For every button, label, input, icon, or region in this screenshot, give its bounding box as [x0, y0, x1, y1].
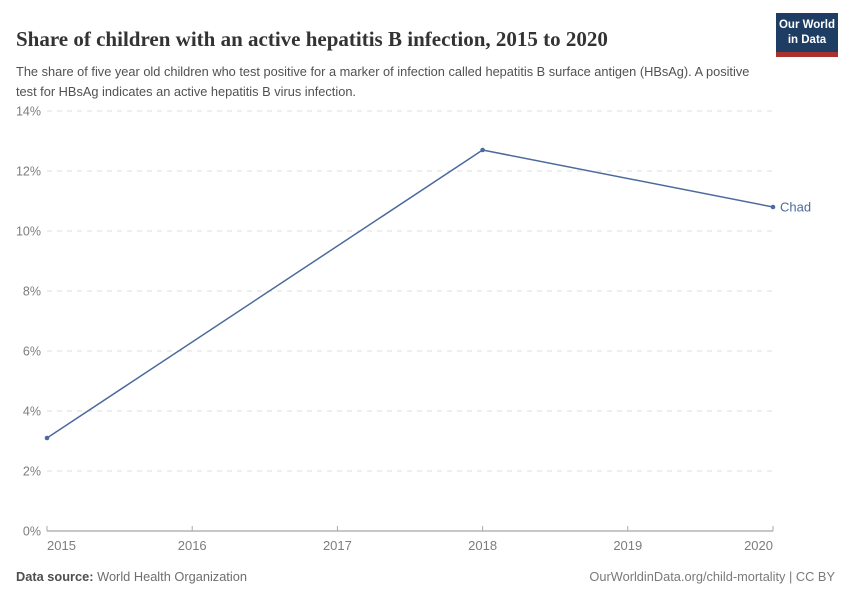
x-tick-label: 2018 — [468, 538, 497, 553]
attribution-link[interactable]: OurWorldinData.org/child-mortality | CC … — [589, 569, 835, 584]
data-point[interactable] — [480, 147, 485, 153]
data-point[interactable] — [770, 204, 776, 210]
y-tick-label: 2% — [23, 465, 41, 479]
data-source: Data source: World Health Organization — [16, 569, 247, 584]
chart-title: Share of children with an active hepatit… — [16, 27, 608, 52]
x-tick-label: 2019 — [613, 538, 642, 553]
owid-logo-line2: in Data — [787, 33, 827, 46]
data-source-label: Data source: — [16, 569, 94, 584]
y-tick-label: 6% — [23, 345, 41, 359]
y-tick-label: 10% — [16, 225, 41, 239]
x-tick-label: 2015 — [47, 538, 76, 553]
x-tick-label: 2016 — [178, 538, 207, 553]
y-tick-label: 8% — [23, 285, 41, 299]
series-label-chad[interactable]: Chad — [780, 200, 811, 215]
y-tick-label: 4% — [23, 405, 41, 419]
owid-logo-line1: Our World — [778, 19, 835, 31]
chart-subtitle: The share of five year old children who … — [16, 63, 750, 99]
y-tick-label: 14% — [16, 105, 41, 119]
x-tick-label: 2017 — [323, 538, 352, 553]
y-tick-label: 0% — [23, 525, 41, 539]
data-source-value: World Health Organization — [97, 569, 247, 584]
owid-logo[interactable]: Our World in Data — [776, 13, 838, 57]
chart-footer: Data source: World Health Organization O… — [16, 569, 835, 584]
y-tick-label: 12% — [16, 165, 41, 179]
x-tick-label: 2020 — [744, 538, 773, 553]
data-point[interactable] — [44, 435, 50, 441]
series-line-chad[interactable] — [46, 149, 774, 439]
